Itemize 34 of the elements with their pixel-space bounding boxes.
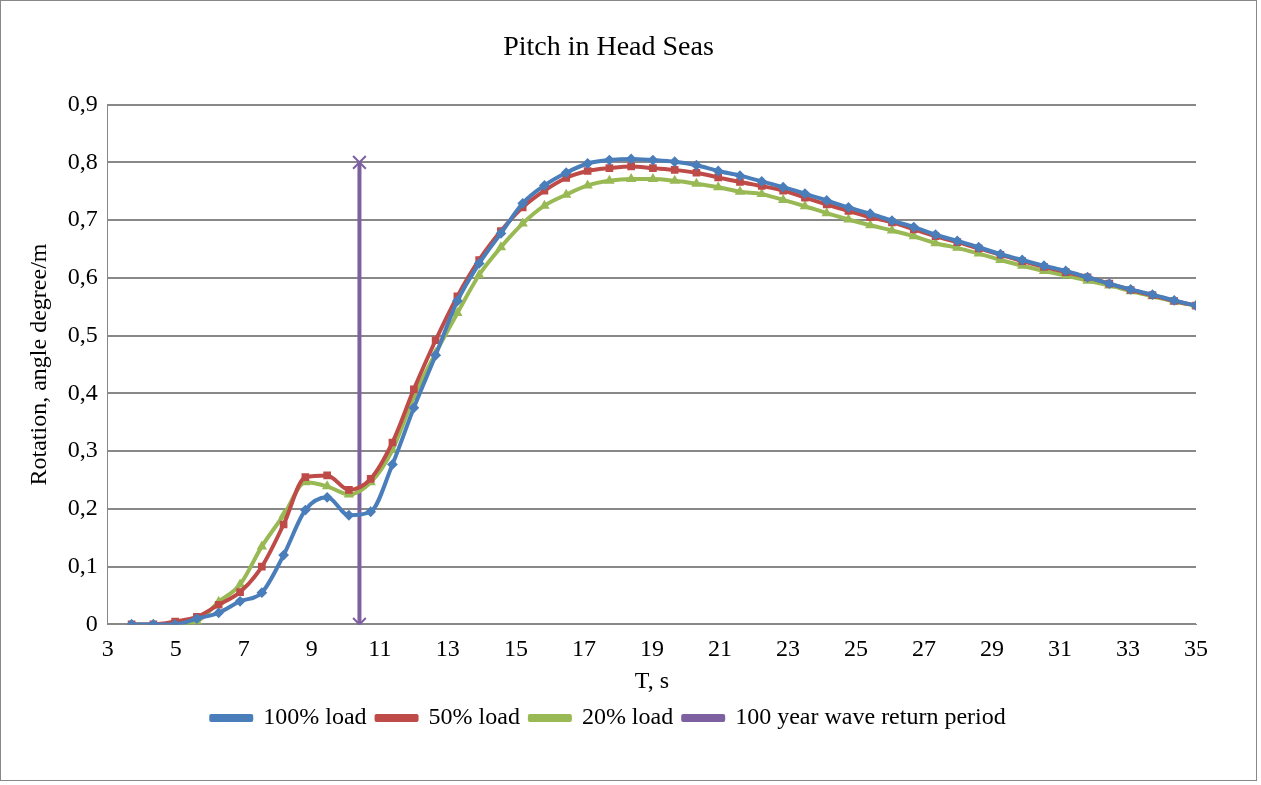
x-tick-label: 7 — [237, 635, 250, 662]
x-tick-label: 31 — [1047, 635, 1072, 662]
x-tick-label: 15 — [503, 635, 528, 662]
y-tick-label: 0,4 — [67, 378, 98, 405]
x-tick-label: 23 — [775, 635, 800, 662]
legend-label: 50% load — [428, 703, 520, 730]
legend-label: 20% load — [581, 703, 674, 730]
x-tick-label: 27 — [911, 635, 936, 662]
y-axis-title: Rotation, angle degree/m — [24, 243, 51, 486]
chart-title: Pitch in Head Seas — [503, 30, 714, 62]
x-tick-label: 13 — [435, 635, 460, 662]
legend-label: 100 year wave return period — [735, 703, 1006, 730]
legend-label: 100% load — [263, 703, 367, 730]
x-axis-title: T, s — [634, 666, 670, 693]
y-tick-label: 0,8 — [67, 147, 98, 174]
y-tick-label: 0 — [85, 609, 98, 636]
x-tick-label: 33 — [1115, 635, 1140, 662]
x-tick-label: 21 — [707, 635, 732, 662]
x-tick-label: 11 — [368, 635, 392, 662]
y-tick-label: 0,5 — [67, 320, 98, 347]
x-tick-label: 9 — [305, 635, 318, 662]
y-tick-label: 0,3 — [67, 436, 98, 463]
y-tick-label: 0,2 — [67, 494, 98, 521]
y-tick-label: 0,9 — [67, 89, 98, 116]
y-tick-label: 0,6 — [67, 263, 98, 290]
y-tick-label: 0,7 — [67, 205, 98, 232]
x-tick-label: 29 — [979, 635, 1004, 662]
x-tick-label: 5 — [169, 635, 182, 662]
x-tick-label: 25 — [843, 635, 868, 662]
y-tick-label: 0,1 — [67, 551, 98, 578]
x-tick-label: 17 — [571, 635, 596, 662]
x-tick-label: 35 — [1184, 635, 1208, 662]
x-tick-label: 19 — [639, 635, 664, 662]
x-tick-label: 3 — [101, 635, 114, 662]
